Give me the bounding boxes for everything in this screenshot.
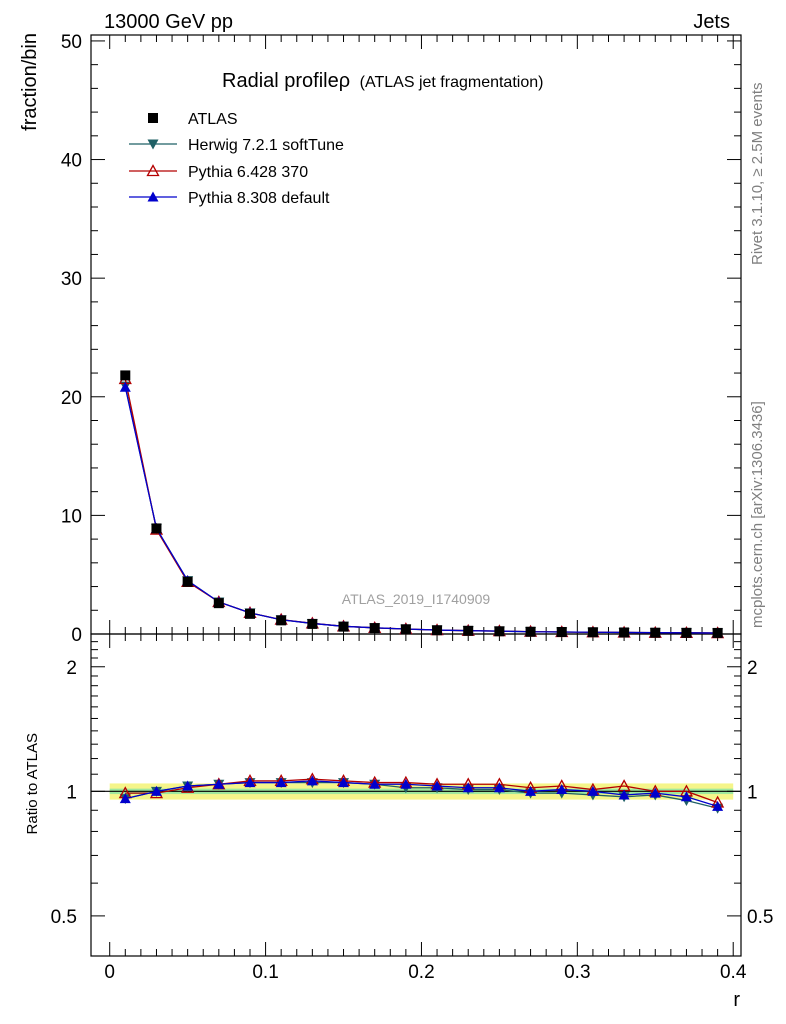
point-atlas (120, 370, 131, 381)
ratio-point-pythia-8-308-default (556, 784, 568, 795)
legend-marker-pythia-8-308-default (147, 191, 159, 202)
chart-title-sub: (ATLAS jet fragmentation) (360, 74, 544, 91)
mcplots-label: mcplots.cern.ch [arXiv:1306.3436] (749, 401, 766, 628)
ratio-tick-label-right: 1 (747, 782, 758, 803)
y-tick-label: 50 (61, 32, 82, 53)
ratio-point-pythia-8-308-default (182, 780, 194, 791)
header-left: 13000 GeV pp (104, 11, 233, 33)
rivet-label: Rivet 3.1.10, ≥ 2.5M events (749, 83, 766, 266)
x-axis-label: r (733, 989, 740, 1011)
ratio-point-pythia-8-308-default (525, 785, 537, 796)
ratio-point-pythia-8-308-default (369, 778, 381, 789)
point-pythia-8-308-default (119, 381, 131, 392)
ratio-line-pythia-8-308-default (125, 780, 718, 807)
point-atlas (151, 523, 162, 534)
point-atlas (494, 626, 505, 637)
ratio-point-pythia-8-308-default (244, 777, 256, 788)
x-tick-label: 0.4 (720, 962, 747, 983)
legend-marker-atlas (148, 113, 158, 123)
x-tick-label: 0.2 (408, 962, 434, 983)
axis-ticks (91, 35, 741, 957)
ratio-tick-label-left: 1 (66, 782, 77, 803)
point-atlas (307, 618, 318, 629)
point-atlas (525, 626, 536, 637)
ratio-y-axis-label: Ratio to ATLAS (24, 733, 41, 834)
point-atlas (681, 627, 692, 638)
ratio-point-pythia-8-308-default (587, 785, 599, 796)
ratio-point-pythia-8-308-default (338, 777, 350, 788)
ratio-point-pythia-8-308-default (400, 778, 412, 789)
y-tick-label: 40 (61, 151, 82, 172)
y-tick-label: 0 (71, 625, 82, 646)
ratio-tick-label-left: 0.5 (51, 907, 77, 928)
ratio-point-pythia-8-308-default (213, 778, 225, 789)
ratio-tick-label-right: 0.5 (747, 907, 773, 928)
x-tick-label: 0.3 (564, 962, 590, 983)
legend-marker-pythia-6-428-370 (146, 164, 160, 177)
chart-title: Radial profileρ (ATLAS jet fragmentation… (222, 70, 543, 92)
ratio-point-pythia-8-308-default (493, 782, 505, 793)
ratio-point-pythia-8-308-default (275, 777, 287, 788)
point-atlas (463, 625, 474, 636)
point-atlas (244, 608, 255, 619)
point-atlas (369, 623, 380, 634)
x-tick-label: 0 (104, 962, 115, 983)
main-series (118, 370, 725, 639)
point-atlas (432, 625, 443, 636)
legend-label-atlas: ATLAS (188, 111, 238, 128)
point-atlas (556, 626, 567, 637)
axis-tick-labels: 0 0.1 0.2 0.3 0.4 0 10 20 30 40 50 0.5 0.5 1 1 2 2 (51, 32, 774, 983)
ratio-series (118, 772, 725, 814)
y-tick-label: 20 (61, 388, 82, 409)
legend: ATLAS Herwig 7.2.1 softTune Pythia 6.428 3… (129, 111, 344, 207)
ratio-point-pythia-8-308-default (618, 789, 630, 800)
point-atlas (182, 576, 193, 587)
legend-label-herwig-7-2-1-softtune: Herwig 7.2.1 softTune (188, 137, 344, 154)
point-atlas (650, 627, 661, 638)
ratio-point-pythia-8-308-default (712, 800, 724, 811)
legend-marker-herwig-7-2-1-softtune (147, 139, 159, 150)
x-tick-label: 0.1 (252, 962, 278, 983)
y-tick-label: 10 (61, 506, 82, 527)
ratio-panel-frame (90, 633, 742, 957)
y-tick-label: 30 (61, 269, 82, 290)
ratio-point-pythia-8-308-default (119, 793, 131, 804)
point-atlas (338, 621, 349, 632)
ratio-point-pythia-8-308-default (431, 780, 443, 791)
point-atlas (276, 615, 287, 626)
point-atlas (712, 627, 723, 638)
point-atlas (619, 627, 630, 638)
header-right: Jets (693, 11, 730, 33)
ratio-tick-label-left: 2 (66, 658, 77, 679)
ratio-point-pythia-8-308-default (649, 787, 661, 798)
ratio-point-pythia-8-308-default (306, 775, 318, 786)
analysis-watermark: ATLAS_2019_I1740909 (342, 591, 491, 607)
chart-title-main: Radial profileρ (222, 70, 350, 92)
ratio-point-pythia-8-308-default (462, 782, 474, 793)
point-atlas (587, 627, 598, 638)
y-axis-label: fraction/bin (19, 33, 41, 131)
point-atlas (213, 598, 224, 609)
ratio-point-pythia-8-308-default (150, 785, 162, 796)
ratio-point-pythia-8-308-default (680, 791, 692, 802)
legend-label-pythia-6-428-370: Pythia 6.428 370 (188, 164, 308, 181)
line-pythia-8-308-default (124, 387, 718, 634)
ratio-tick-label-right: 2 (747, 658, 758, 679)
point-atlas (400, 624, 411, 635)
legend-label-pythia-8-308-default: Pythia 8.308 default (188, 190, 330, 207)
